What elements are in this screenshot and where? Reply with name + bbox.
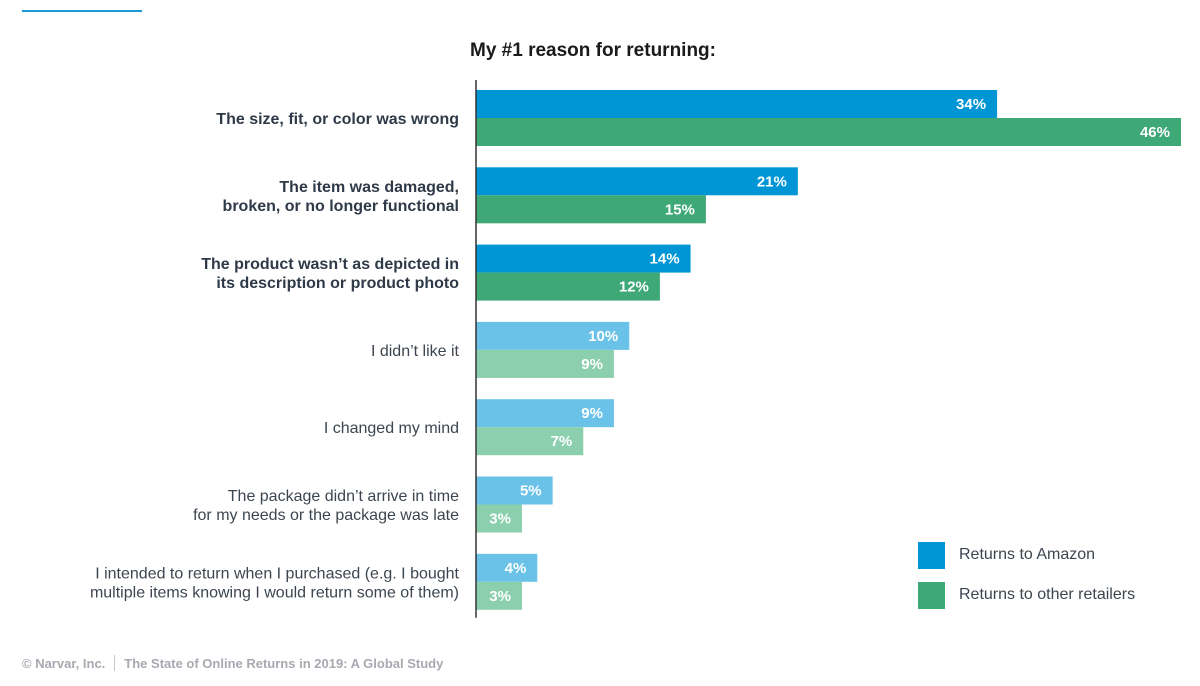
category-label-3-line-0: I didn’t like it — [371, 343, 460, 360]
bar-amazon-1 — [476, 167, 798, 196]
top-accent-line — [22, 10, 142, 12]
value-label-other-6: 3% — [489, 588, 511, 605]
bar-amazon-5 — [476, 476, 553, 505]
category-label-5-line-1: for my needs or the package was late — [193, 507, 459, 524]
category-label-6-line-1: multiple items knowing I would return so… — [90, 584, 459, 601]
legend-swatch-other — [918, 581, 945, 609]
legend: Returns to Amazon Returns to other retai… — [918, 541, 1136, 622]
bar-amazon-4 — [476, 399, 614, 428]
bar-amazon-3 — [476, 321, 630, 350]
bar-other-3 — [476, 349, 614, 378]
value-label-amazon-2: 14% — [650, 251, 680, 268]
legend-swatch-amazon — [918, 541, 945, 569]
value-label-other-0: 46% — [1140, 124, 1170, 141]
bar-other-6 — [476, 581, 522, 610]
category-label-2-line-1: its description or product photo — [216, 275, 459, 292]
category-label-0-line-0: The size, fit, or color was wrong — [216, 111, 459, 128]
value-label-amazon-1: 21% — [757, 173, 787, 190]
legend-label-other: Returns to other retailers — [959, 586, 1136, 603]
bar-chart: 34% 46% The size, fit, or color was wrong 2… — [90, 80, 1181, 618]
footer-separator — [114, 655, 116, 671]
legend-label-amazon: Returns to Amazon — [959, 546, 1096, 563]
category-label-6-line-0: I intended to return when I purchased (e… — [95, 565, 459, 582]
value-label-amazon-0: 34% — [956, 96, 986, 113]
footer-company: © Narvar, Inc. — [22, 655, 106, 671]
category-label-1-line-1: broken, or no longer functional — [223, 198, 459, 215]
value-label-other-5: 3% — [489, 511, 511, 528]
bar-other-2 — [476, 272, 660, 301]
legend-item-amazon: Returns to Amazon — [918, 541, 1135, 569]
value-label-other-2: 12% — [619, 279, 649, 296]
legend-item-other: Returns to other retailers — [918, 581, 1136, 609]
chart-title: My #1 reason for returning: — [470, 40, 716, 61]
value-label-other-4: 7% — [551, 433, 573, 450]
bar-other-4 — [476, 427, 584, 456]
bar-other-1 — [476, 195, 706, 224]
category-label-2-line-0: The product wasn’t as depicted in — [201, 256, 459, 273]
value-label-amazon-5: 5% — [520, 483, 542, 500]
bar-amazon-6 — [476, 553, 538, 582]
category-label-1-line-0: The item was damaged, — [279, 179, 459, 196]
value-label-other-3: 9% — [581, 356, 603, 373]
value-label-amazon-3: 10% — [588, 328, 618, 345]
bar-amazon-0 — [476, 90, 998, 118]
bar-other-5 — [476, 504, 522, 533]
value-label-amazon-6: 4% — [505, 560, 527, 577]
footer-report-title: The State of Online Returns in 2019: A G… — [124, 655, 444, 671]
bar-amazon-2 — [476, 244, 691, 273]
bar-other-0 — [476, 118, 1181, 146]
value-label-amazon-4: 9% — [581, 405, 603, 422]
value-label-other-1: 15% — [665, 201, 695, 218]
footer: © Narvar, Inc. The State of Online Retur… — [22, 655, 443, 671]
category-label-5-line-0: The package didn’t arrive in time — [228, 488, 459, 505]
category-label-4-line-0: I changed my mind — [324, 420, 459, 437]
